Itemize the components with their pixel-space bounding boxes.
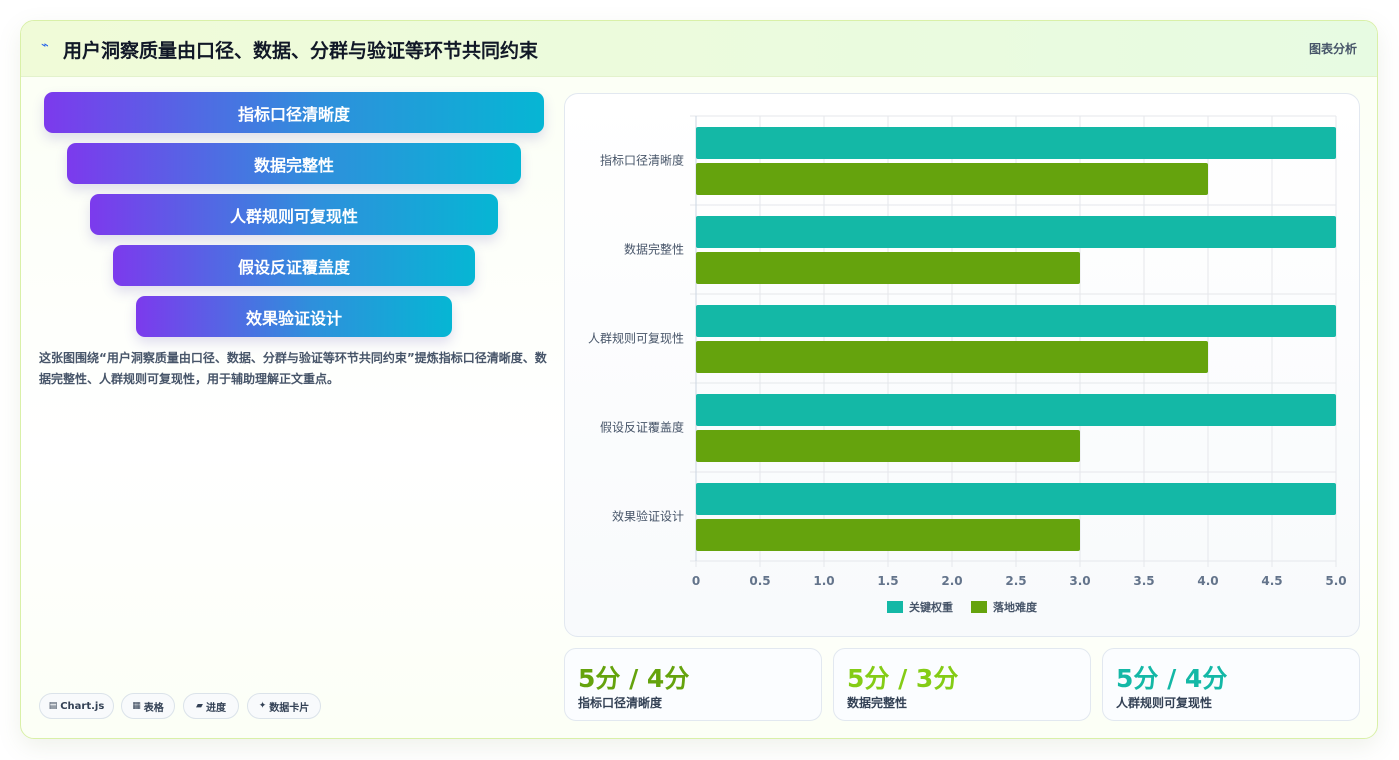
stat-label: 指标口径清晰度 [578, 696, 663, 710]
y-category-label: 人群规则可复现性 [588, 331, 684, 346]
chip-label: 进度 [205, 702, 226, 714]
chart-description: 这张图围绕“用户洞察质量由口径、数据、分群与验证等环节共同约束”提炼指标口径清晰… [39, 351, 547, 386]
chip-table[interactable]: ▦ 表格 [121, 693, 175, 719]
bar-difficulty [696, 252, 1080, 284]
bar-key-weight [696, 127, 1336, 159]
x-tick-label: 4.0 [1197, 574, 1218, 588]
legend-label: 落地难度 [993, 600, 1038, 614]
bar-difficulty [696, 163, 1208, 195]
chip-label: Chart.js [60, 700, 105, 712]
bar-difficulty [696, 341, 1208, 373]
stat-label: 数据完整性 [847, 696, 908, 710]
chart-icon: ▤ [48, 701, 58, 711]
table-icon: ▦ [132, 701, 141, 711]
chip-chartjs[interactable]: ▤ Chart.js [39, 693, 114, 719]
funnel-step-3: 人群规则可复现性 [90, 194, 498, 235]
funnel-step-1: 指标口径清晰度 [44, 92, 544, 133]
funnel-step-5: 效果验证设计 [136, 296, 452, 337]
bar-key-weight [696, 394, 1336, 426]
chart-panel: 0 0.5 1.0 1.5 2.0 2.5 3.0 3.5 4.0 4.5 5.0 指标口径清晰度数据… [564, 93, 1360, 637]
x-tick-label: 3.0 [1069, 574, 1090, 588]
bar-chart: 0 0.5 1.0 1.5 2.0 2.5 3.0 3.5 4.0 4.5 5.0 指标口径清晰度数据… [588, 115, 1347, 614]
stat-card-1: 5分 / 4分 指标口径清晰度 [564, 648, 822, 721]
x-tick-label: 2.0 [941, 574, 962, 588]
x-tick-label: 0 [692, 574, 700, 588]
y-category-label: 数据完整性 [624, 242, 684, 257]
bar-key-weight [696, 305, 1336, 337]
stat-value: 5分 / 4分 [1116, 664, 1228, 693]
y-category-label: 效果验证设计 [612, 509, 684, 524]
stat-value: 5分 / 3分 [847, 664, 959, 693]
legend-label: 关键权重 [909, 600, 953, 614]
chip-data-card[interactable]: ✦ 数据卡片 [247, 693, 321, 719]
chip-progress[interactable]: ▰ 进度 [183, 693, 239, 719]
bar-difficulty [696, 430, 1080, 462]
x-tick-label: 0.5 [749, 574, 770, 588]
y-category-label: 假设反证覆盖度 [600, 420, 684, 435]
x-tick-label: 3.5 [1133, 574, 1154, 588]
chart-analysis-tag: 图表分析 [1308, 42, 1357, 56]
x-tick-label: 4.5 [1261, 574, 1282, 588]
chip-label: 数据卡片 [269, 702, 310, 714]
chart-line-icon: ⌁ [41, 38, 49, 53]
stat-card-3: 5分 / 4分 人群规则可复现性 [1102, 648, 1360, 721]
chip-label: 表格 [143, 702, 164, 714]
funnel-step-2: 数据完整性 [67, 143, 521, 184]
x-tick-label: 2.5 [1005, 574, 1026, 588]
page-title: 用户洞察质量由口径、数据、分群与验证等环节共同约束 [63, 40, 539, 62]
bar-key-weight [696, 216, 1336, 248]
card-header: ⌁ 用户洞察质量由口径、数据、分群与验证等环节共同约束 图表分析 [21, 21, 1377, 77]
x-tick-label: 1.5 [877, 574, 898, 588]
sparkle-icon: ✦ [258, 701, 267, 711]
stat-card-2: 5分 / 3分 数据完整性 [833, 648, 1091, 721]
stat-label: 人群规则可复现性 [1116, 696, 1213, 710]
y-category-label: 指标口径清晰度 [600, 153, 684, 168]
main-card: ⌁ 用户洞察质量由口径、数据、分群与验证等环节共同约束 图表分析 指标口径清晰度… [20, 20, 1378, 739]
x-tick-label: 5.0 [1325, 574, 1346, 588]
progress-icon: ▰ [196, 701, 203, 711]
stat-value: 5分 / 4分 [578, 664, 690, 693]
bar-key-weight [696, 483, 1336, 515]
legend-swatch [971, 601, 987, 613]
funnel-step-4: 假设反证覆盖度 [113, 245, 475, 286]
x-tick-label: 1.0 [813, 574, 834, 588]
bar-difficulty [696, 519, 1080, 551]
legend-swatch [887, 601, 903, 613]
